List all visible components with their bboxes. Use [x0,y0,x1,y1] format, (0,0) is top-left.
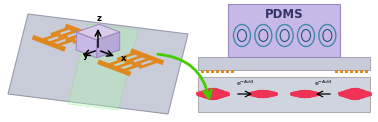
Bar [335,70,338,73]
Bar [206,70,209,73]
Text: y: y [83,51,88,60]
Bar [228,4,340,57]
Bar [360,70,363,73]
Bar [221,70,224,73]
Bar [211,70,214,73]
Bar [355,70,358,73]
Text: x: x [121,54,126,63]
FancyArrowPatch shape [158,54,211,98]
Bar [340,70,343,73]
Text: $\mathrm{e}^{-\mathit{Ad}/\lambda}$: $\mathrm{e}^{-\mathit{Ad}/\lambda}$ [235,79,254,88]
Text: $\mathrm{e}^{-\mathit{Ad}/\lambda}$: $\mathrm{e}^{-\mathit{Ad}/\lambda}$ [313,79,333,88]
Bar [345,70,348,73]
Polygon shape [68,24,138,110]
Polygon shape [76,32,97,58]
Bar [198,77,370,112]
Polygon shape [76,24,120,40]
Bar [231,70,234,73]
Bar [350,70,353,73]
Bar [226,70,229,73]
Text: PDMS: PDMS [265,7,303,20]
Bar [198,57,370,70]
Text: z: z [96,14,101,23]
Bar [365,70,368,73]
Polygon shape [8,14,188,114]
Polygon shape [97,32,120,58]
Bar [216,70,219,73]
Bar [201,70,204,73]
